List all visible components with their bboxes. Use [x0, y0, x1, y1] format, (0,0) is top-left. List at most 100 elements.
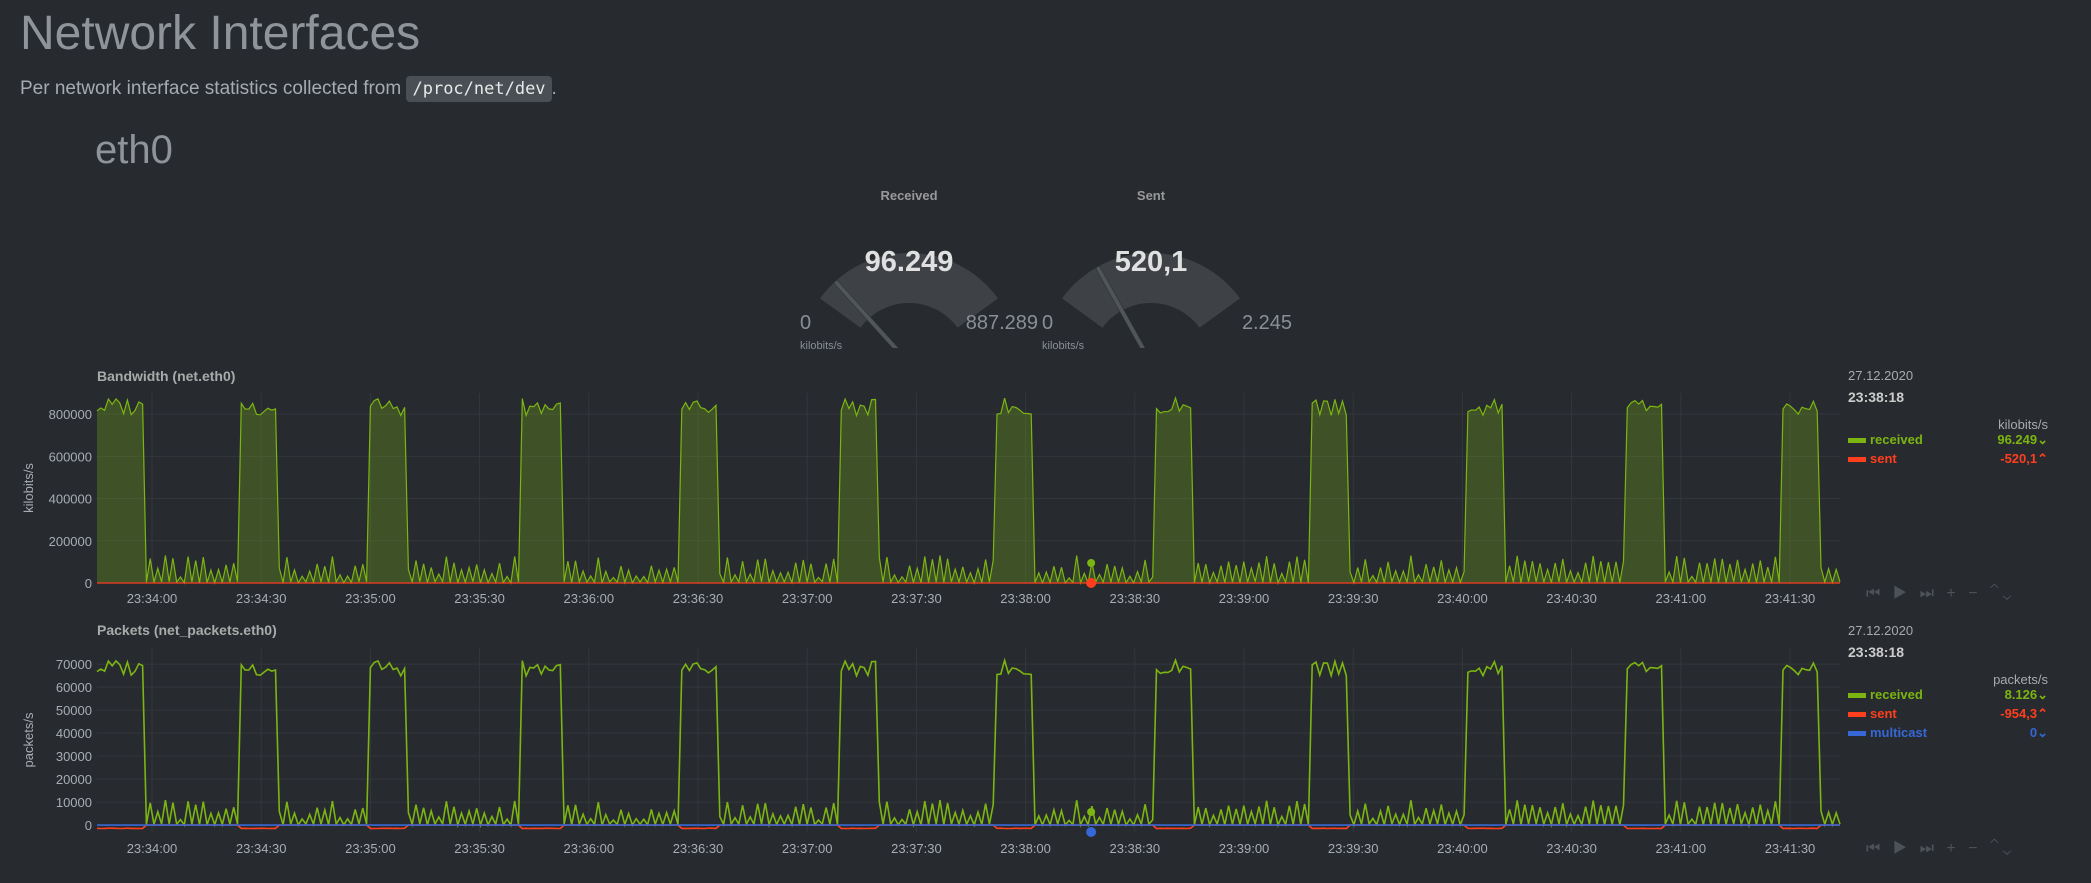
x-tick-label: 23:36:30: [673, 841, 724, 856]
x-tick-label: 23:34:00: [127, 591, 178, 606]
packets-chart-title: Packets (net_packets.eth0): [97, 622, 277, 638]
y-tick-label: 40000: [56, 726, 92, 741]
series-line-received: [96, 395, 1841, 586]
y-tick-label: 600000: [49, 449, 92, 464]
gauge-min: 0: [800, 312, 812, 334]
y-tick-label: 70000: [56, 657, 92, 672]
gauge-unit: kilobits/s: [800, 340, 843, 352]
y-tick-label: 400000: [49, 492, 92, 507]
legend-swatch: [1848, 693, 1866, 698]
legend-row-multicast[interactable]: multicast 0⌄: [1848, 725, 2048, 744]
gauge-value: 96.249: [864, 246, 954, 278]
legend-time: 23:38:18: [1848, 644, 1905, 660]
y-tick-label: 800000: [49, 407, 92, 422]
packets-chart[interactable]: 0 10000 20000 30000 40000 50000 60000 70000 23:3…: [0, 640, 1845, 862]
legend-series-name: received: [1870, 432, 1923, 447]
legend-rows: received 96.249⌄ sent -520,1⌃: [1848, 432, 2048, 470]
x-tick-label: 23:39:30: [1328, 841, 1379, 856]
legend-swatch: [1848, 731, 1866, 736]
y-tick-label: 200000: [49, 534, 92, 549]
interface-heading: eth0: [95, 128, 173, 172]
legend-series-name: sent: [1870, 706, 1897, 721]
gauge-label: Sent: [1136, 188, 1166, 203]
legend-units: kilobits/s: [1998, 417, 2048, 432]
legend-series-name: received: [1870, 687, 1923, 702]
x-tick-label: 23:34:30: [236, 591, 287, 606]
legend-date: 27.12.2020: [1848, 368, 1914, 383]
legend-series-value: 0⌄: [2029, 725, 2048, 740]
packets-chart-controls[interactable]: ⏮ ▶ ⏭ + − ⌃⌄: [1866, 840, 2016, 857]
x-tick-label: 23:35:00: [345, 591, 396, 606]
legend-series-name: sent: [1870, 451, 1897, 466]
x-tick-label: 23:40:00: [1437, 591, 1488, 606]
gauge-arc: [820, 252, 998, 328]
x-tick-label: 23:39:00: [1219, 841, 1270, 856]
x-tick-label: 23:37:30: [891, 841, 942, 856]
series-area-received: [97, 398, 1840, 583]
x-tick-label: 23:38:30: [1109, 841, 1160, 856]
x-tick-label: 23:38:30: [1109, 591, 1160, 606]
gauge-arc: [1062, 252, 1240, 328]
bandwidth-chart-controls[interactable]: ⏮ ▶ ⏭ + − ⌃⌄: [1866, 585, 2016, 602]
gauge-max: 887.289: [965, 312, 1038, 334]
subtitle-text: Per network interface statistics collect…: [20, 78, 402, 99]
x-tick-label: 23:37:00: [782, 841, 833, 856]
gauge-dial: [1062, 252, 1240, 348]
gauge-label: Received: [880, 188, 938, 203]
x-tick-label: 23:36:00: [563, 591, 614, 606]
bandwidth-chart-title: Bandwidth (net.eth0): [97, 368, 236, 384]
sent-gauge[interactable]: Sent 520,1 0 2.245 kilobits/s: [1036, 188, 1292, 368]
series-line-received: [96, 657, 1841, 829]
legend-time: 23:38:18: [1848, 389, 1905, 405]
packets-legend: 27.12.2020 23:38:18 packets/s received 8.…: [1848, 623, 2048, 744]
gauge-min: 0: [1042, 312, 1054, 334]
proc-path-code: /proc/net/dev: [406, 76, 552, 102]
page-title: Network Interfaces: [20, 7, 421, 60]
x-tick-label: 23:37:00: [782, 591, 833, 606]
legend-row-sent[interactable]: sent -954,3⌃: [1848, 706, 2048, 725]
legend-row-sent[interactable]: sent -520,1⌃: [1848, 451, 2048, 470]
x-tick-label: 23:40:30: [1546, 841, 1597, 856]
y-tick-label: 0: [85, 576, 92, 591]
x-tick-label: 23:36:30: [673, 591, 724, 606]
gauge-needle: [1096, 266, 1145, 348]
y-tick-label: 30000: [56, 749, 92, 764]
y-tick-label: 10000: [56, 795, 92, 810]
received-gauge[interactable]: Received 96.249 0 887.289 kilobits/s: [794, 188, 1038, 368]
gauge-max: 2.245: [1241, 312, 1292, 334]
x-tick-label: 23:39:00: [1219, 591, 1270, 606]
x-tick-label: 23:38:00: [1000, 591, 1051, 606]
x-tick-label: 23:41:00: [1655, 841, 1706, 856]
x-tick-label: 23:41:00: [1655, 591, 1706, 606]
x-tick-label: 23:41:30: [1765, 591, 1816, 606]
x-tick-label: 23:34:30: [236, 841, 287, 856]
legend-swatch: [1848, 438, 1866, 443]
x-tick-label: 23:40:30: [1546, 591, 1597, 606]
page-subtitle: Per network interface statistics collect…: [20, 76, 557, 102]
legend-series-value: -520,1⌃: [2000, 451, 2048, 466]
x-tick-label: 23:37:30: [891, 591, 942, 606]
hover-point-received: [1087, 808, 1096, 816]
y-axis-label: kilobits/s: [21, 463, 36, 513]
x-tick-label: 23:36:00: [563, 841, 614, 856]
legend-series-value: 96.249⌄: [1997, 432, 2048, 447]
hover-point: [1086, 578, 1097, 588]
bandwidth-legend: 27.12.2020 23:38:18 kilobits/s received 9…: [1848, 368, 2048, 470]
gauge-value: 520,1: [1114, 246, 1188, 278]
legend-series-value: 8.126⌄: [2004, 687, 2048, 702]
gauge-unit: kilobits/s: [1042, 340, 1085, 352]
legend-date: 27.12.2020: [1848, 623, 1914, 638]
x-tick-label: 23:34:00: [127, 841, 178, 856]
y-axis-label: packets/s: [21, 712, 36, 767]
gauge-needle: [834, 280, 899, 348]
legend-row-received[interactable]: received 8.126⌄: [1848, 687, 2048, 706]
y-tick-label: 60000: [56, 680, 92, 695]
bandwidth-chart[interactable]: 0 200000 400000 600000 800000 23:34:00 23:34:3…: [0, 385, 1845, 610]
legend-series-value: -954,3⌃: [2000, 706, 2048, 721]
hover-point-received: [1087, 559, 1096, 567]
x-tick-label: 23:35:30: [454, 841, 505, 856]
gauge-dial: [820, 252, 998, 348]
x-tick-label: 23:35:00: [345, 841, 396, 856]
legend-units: packets/s: [1993, 672, 2048, 687]
legend-row-received[interactable]: received 96.249⌄: [1848, 432, 2048, 451]
